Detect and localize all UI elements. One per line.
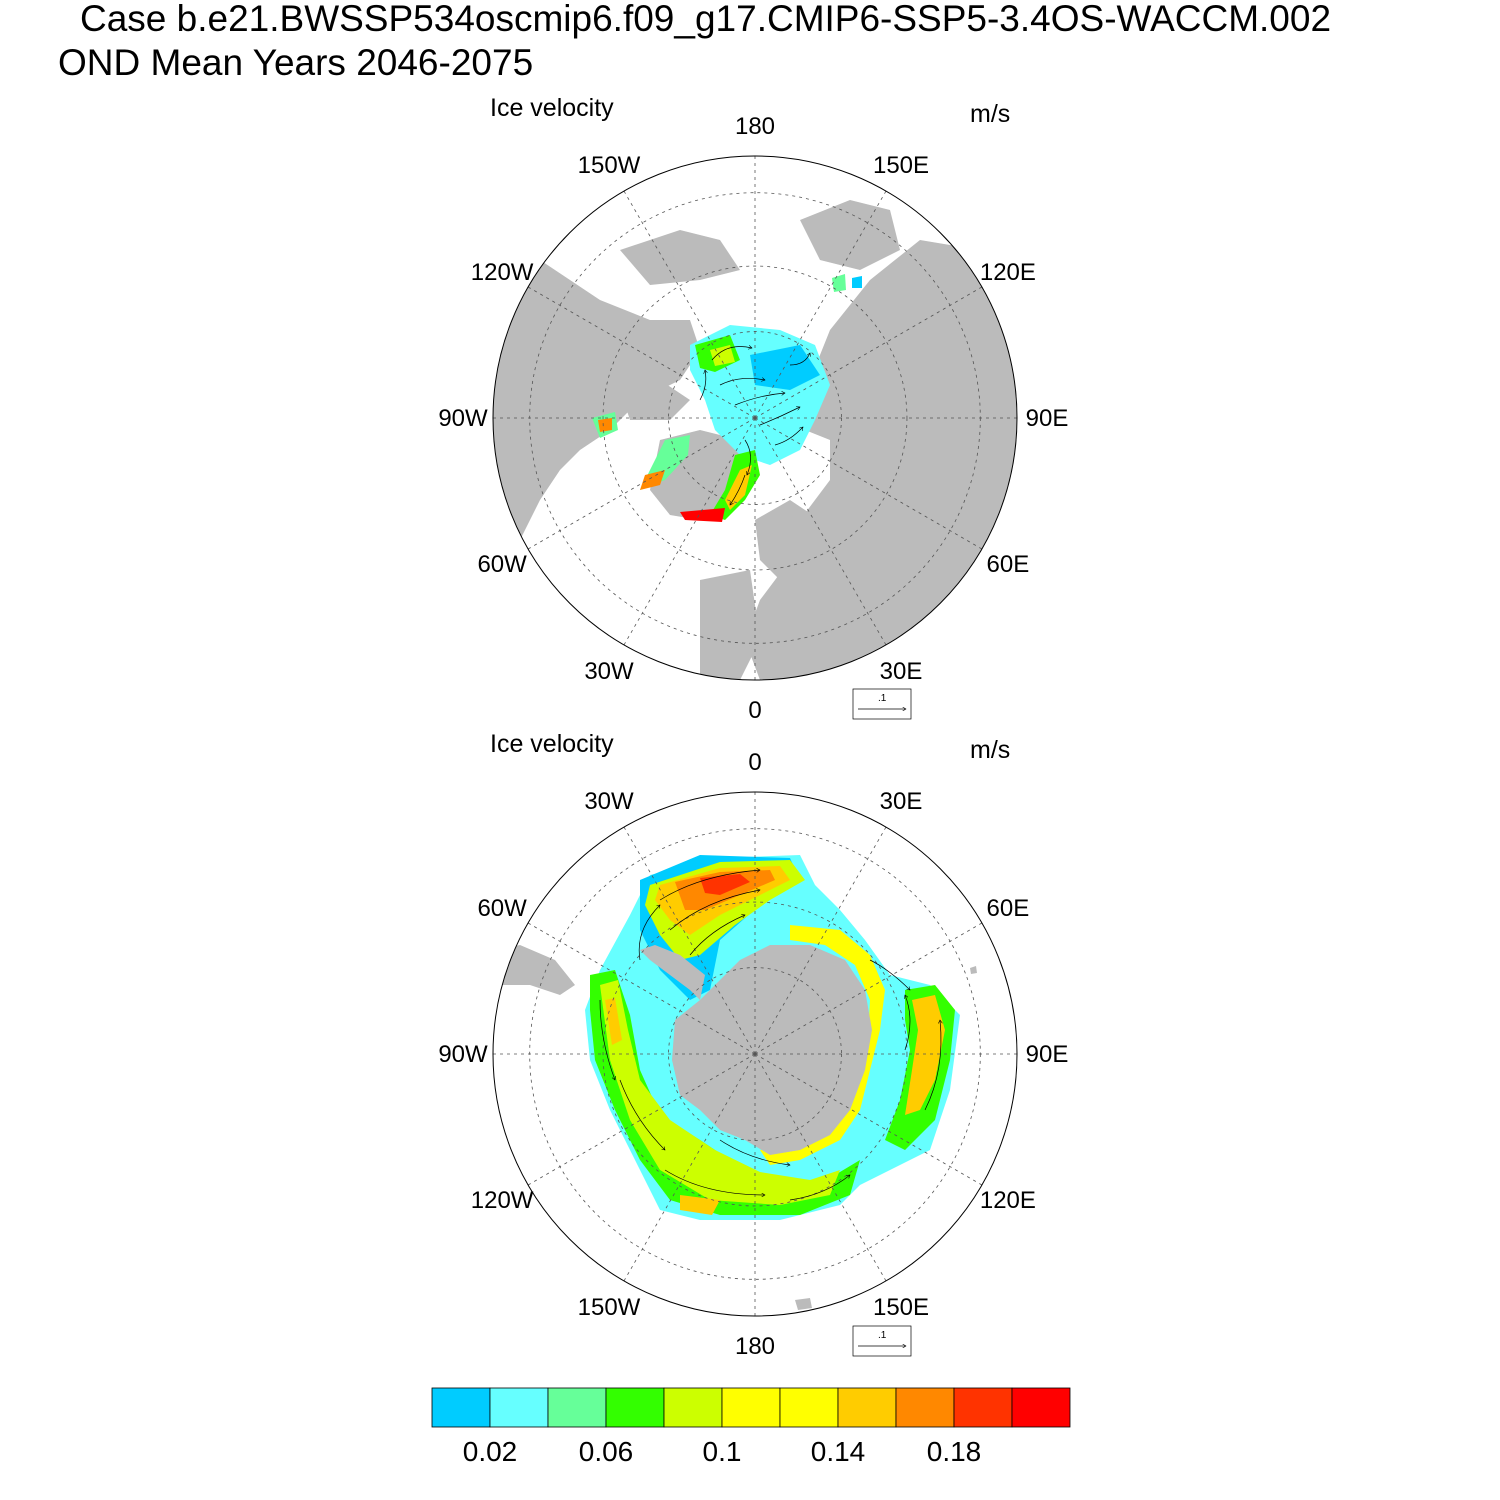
longitude-label: 30W bbox=[584, 658, 634, 685]
south-reference-vector: .1 bbox=[852, 1325, 912, 1357]
colorbar-swatch bbox=[605, 1387, 665, 1428]
colorbar-swatch bbox=[431, 1387, 491, 1428]
colorbar-swatch bbox=[953, 1387, 1013, 1428]
longitude-label: 60W bbox=[477, 895, 527, 922]
colorbar-swatch bbox=[489, 1387, 549, 1428]
colorbar-swatch bbox=[837, 1387, 897, 1428]
longitude-label: 120E bbox=[980, 259, 1036, 286]
longitude-label: 0 bbox=[748, 697, 761, 724]
longitude-label: 120E bbox=[980, 1187, 1036, 1214]
longitude-label: 90E bbox=[1026, 1041, 1069, 1068]
longitude-label: 90W bbox=[438, 405, 488, 432]
colorbar-swatch bbox=[721, 1387, 781, 1428]
longitude-label: 150W bbox=[578, 152, 641, 179]
north-grid bbox=[493, 156, 1017, 680]
south-panel-title: Ice velocity bbox=[490, 730, 614, 758]
colorbar-label: 0.06 bbox=[579, 1436, 634, 1467]
longitude-label: 60E bbox=[987, 895, 1030, 922]
longitude-label: 30W bbox=[584, 788, 634, 815]
south-longitude-labels: 0 30E 60E 90E 120E 150E 180 150W 120W 90W 60W 30W bbox=[438, 749, 1068, 1360]
colorbar-label: 0.14 bbox=[811, 1436, 866, 1467]
north-vectors bbox=[699, 347, 810, 506]
colorbar-label: 0.02 bbox=[463, 1436, 518, 1467]
colorbar: 0.02 0.06 0.1 0.14 0.18 bbox=[431, 1387, 1071, 1467]
period-title: OND Mean Years 2046-2075 bbox=[58, 42, 534, 83]
north-ice-velocity bbox=[592, 274, 862, 522]
south-map-border bbox=[492, 791, 1018, 1317]
longitude-label: 150W bbox=[578, 1294, 641, 1321]
colorbar-label: 0.18 bbox=[927, 1436, 982, 1467]
longitude-label: 60E bbox=[987, 551, 1030, 578]
colorbar-label: 0.1 bbox=[703, 1436, 742, 1467]
north-map-border bbox=[492, 155, 1018, 681]
longitude-label: 180 bbox=[735, 113, 775, 140]
north-panel-units: m/s bbox=[970, 100, 1011, 128]
north-polar-map: 180 150E 120E 90E 60E 30E 0 30W 60W 90W 120W 150W .… bbox=[438, 113, 1068, 724]
longitude-label: 120W bbox=[471, 1187, 534, 1214]
south-grid bbox=[493, 792, 1017, 1316]
case-title: Case b.e21.BWSSP534oscmip6.f09_g17.CMIP6… bbox=[80, 0, 1332, 39]
north-reference-label: .1 bbox=[878, 693, 887, 704]
south-polar-map: 0 30E 60E 90E 120E 150E 180 150W 120W 90W 60W 30W .… bbox=[438, 749, 1068, 1360]
longitude-label: 150E bbox=[873, 1294, 929, 1321]
longitude-label: 120W bbox=[471, 259, 534, 286]
north-longitude-labels: 180 150E 120E 90E 60E 30E 0 30W 60W 90W 120W 150W bbox=[438, 113, 1068, 724]
colorbar-swatch bbox=[895, 1387, 955, 1428]
longitude-label: 90E bbox=[1026, 405, 1069, 432]
longitude-label: 60W bbox=[477, 551, 527, 578]
south-reference-label: .1 bbox=[878, 1330, 887, 1341]
south-vectors bbox=[599, 870, 941, 1201]
longitude-label: 150E bbox=[873, 152, 929, 179]
longitude-label: 180 bbox=[735, 1333, 775, 1360]
colorbar-swatch bbox=[1011, 1387, 1071, 1428]
colorbar-swatch bbox=[663, 1387, 723, 1428]
north-reference-vector: .1 bbox=[852, 688, 912, 720]
longitude-label: 0 bbox=[748, 749, 761, 776]
colorbar-swatch bbox=[547, 1387, 607, 1428]
colorbar-swatch bbox=[779, 1387, 839, 1428]
north-panel-title: Ice velocity bbox=[490, 94, 614, 122]
longitude-label: 30E bbox=[880, 788, 923, 815]
longitude-label: 90W bbox=[438, 1041, 488, 1068]
longitude-label: 30E bbox=[880, 658, 923, 685]
north-land bbox=[493, 200, 1017, 680]
south-panel-units: m/s bbox=[970, 736, 1011, 764]
